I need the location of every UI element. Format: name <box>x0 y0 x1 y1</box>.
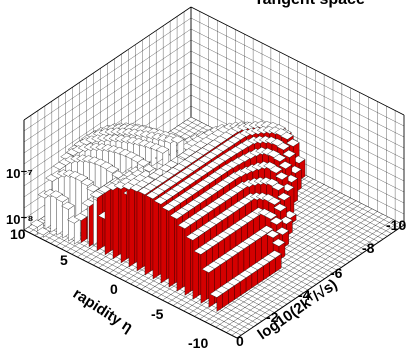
bar-0-front <box>160 199 168 284</box>
floor-grid-line <box>215 214 383 328</box>
bar-0-front <box>192 235 200 300</box>
y-tick-label-10: 10 <box>10 226 26 242</box>
bar-0-front <box>144 190 152 276</box>
z-tick-label-1e-8: 10⁻⁸ <box>6 212 33 227</box>
bar-1-top <box>36 227 50 236</box>
bar-1-top <box>105 165 120 174</box>
bar-0-front <box>168 206 176 288</box>
bar-0-front <box>120 184 128 264</box>
bar-1-front <box>68 205 75 242</box>
bar-1-front <box>44 193 52 230</box>
bar-0-front <box>200 250 208 304</box>
z-tick-label-1e-7: 10⁻⁷ <box>6 166 33 181</box>
bar-0-top <box>275 227 290 236</box>
wall-grid-line <box>23 17 192 132</box>
x-tick-label-minus4: -4 <box>298 287 311 303</box>
box-edge <box>23 6 192 121</box>
bar-1-top <box>30 219 44 228</box>
bar-0-top <box>282 149 296 158</box>
bar-1-top <box>55 194 69 203</box>
bar-0-top <box>269 165 283 174</box>
axis-line-eta <box>23 229 238 339</box>
wall-grid-line <box>190 72 405 182</box>
wall-grid-line <box>23 50 192 165</box>
bar-0-top <box>263 211 278 220</box>
bar-0-front <box>152 194 160 280</box>
bar-0-top <box>271 238 286 247</box>
floor-grid-line <box>231 222 399 336</box>
bar-1-top <box>170 135 185 144</box>
bar-0-top <box>273 203 287 212</box>
x-tick-label-minus6: -6 <box>330 265 343 281</box>
floor-grid-line <box>220 216 389 331</box>
bar-0-top <box>267 197 282 206</box>
x-tick-label-minus2: -2 <box>266 309 279 325</box>
chart-title: Tangent space <box>254 0 365 9</box>
bar-0-top <box>260 225 274 234</box>
bar-0-front <box>112 185 120 260</box>
x-tick-label-0: 0 <box>236 333 244 349</box>
floor-grid-line <box>226 219 394 333</box>
bar-1-top <box>155 145 170 154</box>
bar-0-top <box>286 138 300 147</box>
bar-0-top <box>271 182 285 191</box>
floor-grid-line <box>204 208 373 322</box>
axis-line-log10 <box>236 224 405 339</box>
wall-grid-line <box>190 17 405 127</box>
chart-title-box: Tangent space <box>248 0 408 16</box>
bar-1-top <box>80 178 94 187</box>
bar-0-top <box>272 153 287 162</box>
bar-0-front <box>104 188 112 256</box>
wall-grid-line <box>190 83 405 193</box>
bar-0-top <box>280 131 294 140</box>
wall-grid-line <box>190 61 405 171</box>
bar-0-top <box>278 161 293 170</box>
bar-0-top <box>268 250 282 259</box>
bar-1-top <box>61 201 75 210</box>
bar-0-front <box>208 268 216 308</box>
wall-grid-line <box>190 50 405 160</box>
bar-0-top <box>269 217 284 225</box>
bar-1-top <box>136 158 150 167</box>
y-tick-label-5: 5 <box>60 252 68 268</box>
box-edge <box>190 6 405 116</box>
x-tick-label-minus10: -10 <box>386 217 406 233</box>
y-tick-label-minus10: -10 <box>188 335 208 351</box>
floor-grid-line <box>210 211 378 325</box>
wall-grid-line <box>190 28 405 138</box>
bar-1-front <box>74 218 81 245</box>
bars-layer <box>30 120 306 312</box>
y-axis-title: rapidity η <box>70 285 136 336</box>
bar-0-top <box>276 142 291 151</box>
y-tick-label-minus5: -5 <box>151 306 164 322</box>
bar-0-front <box>128 185 136 268</box>
wall-grid-line <box>190 39 405 149</box>
wall-grid-line <box>23 61 192 176</box>
bar-0-front <box>80 216 88 244</box>
bar-1-top <box>86 184 100 193</box>
bar-0-top <box>265 230 280 239</box>
bar-0-front <box>96 193 104 252</box>
bar-0-top <box>277 192 291 201</box>
wall-grid-line <box>23 39 192 154</box>
bar-0-front <box>136 187 144 272</box>
x-tick-label-minus8: -8 <box>362 240 375 256</box>
y-tick-label-0: 0 <box>110 281 118 297</box>
wall-grid-line <box>23 28 192 143</box>
bar-0-top <box>274 172 289 180</box>
